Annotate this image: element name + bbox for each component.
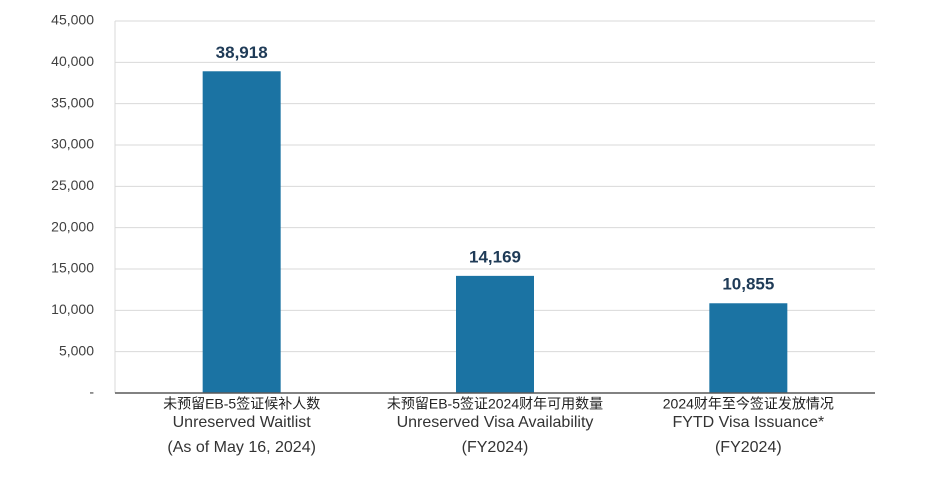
x-tick-label: 未预留EB-5签证候补人数	[163, 396, 320, 412]
bar	[456, 275, 534, 393]
x-tick-label: (FY2024)	[462, 439, 529, 456]
y-tick-label: 5,000	[59, 342, 94, 358]
y-tick-label: 45,000	[51, 12, 94, 28]
x-tick-label: 未预留EB-5签证2024财年可用数量	[387, 396, 603, 412]
value-label: 10,855	[722, 275, 774, 294]
bar	[202, 71, 281, 394]
y-tick-label: 10,000	[51, 301, 94, 317]
x-tick-label: Unreserved Waitlist	[173, 414, 312, 431]
y-tick-label: 35,000	[51, 94, 94, 110]
y-tick-label: 40,000	[51, 53, 94, 69]
value-label: 14,169	[469, 247, 521, 266]
y-tick-label: 30,000	[51, 136, 94, 152]
x-tick-label: 2024财年至今签证发放情况	[663, 396, 834, 412]
x-tick-label: (FY2024)	[715, 439, 782, 456]
y-tick-label: -	[89, 384, 94, 400]
x-tick-label: (As of May 16, 2024)	[167, 439, 316, 456]
y-tick-label: 20,000	[51, 218, 94, 234]
bar	[709, 303, 788, 393]
y-tick-label: 15,000	[51, 260, 94, 276]
x-tick-label: Unreserved Visa Availability	[397, 414, 594, 431]
x-tick-label: FYTD Visa Issuance*	[672, 414, 824, 431]
y-tick-label: 25,000	[51, 177, 94, 193]
value-label: 38,918	[216, 43, 268, 62]
